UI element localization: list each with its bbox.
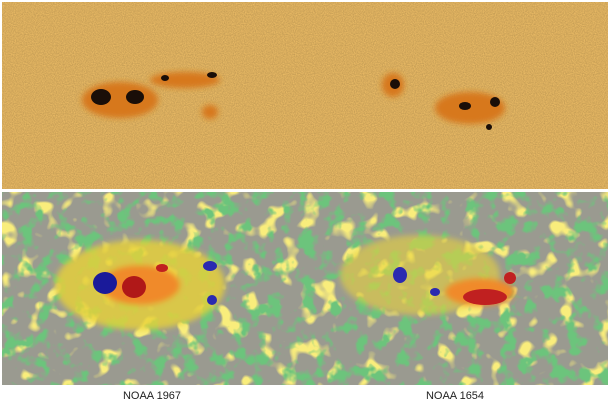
- caption: NOAA 1967: [122, 390, 182, 402]
- sunspot-images: [2, 2, 608, 385]
- continuum-panel: [2, 2, 608, 189]
- magnetogram-panel: [2, 192, 608, 385]
- caption: NOAA 1654: [425, 390, 485, 402]
